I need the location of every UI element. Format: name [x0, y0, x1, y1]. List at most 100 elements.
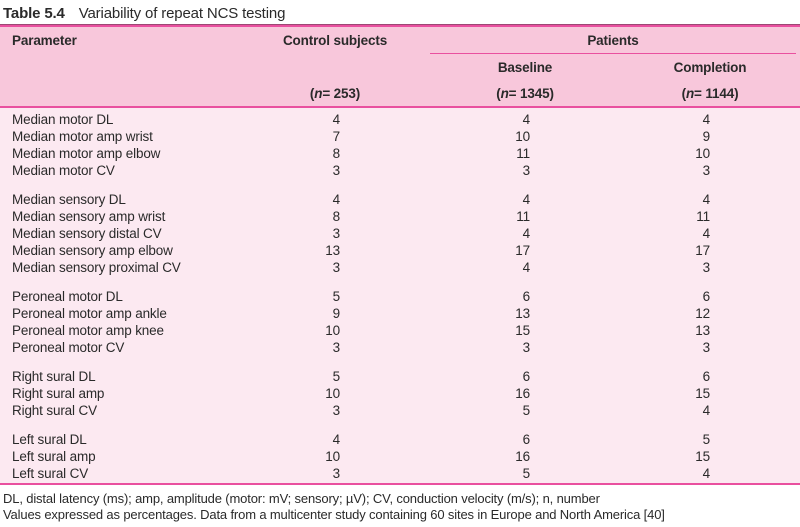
control-value: 4 — [332, 112, 341, 127]
table-row: Median motor CV 3 3 3 — [0, 162, 800, 179]
baseline-value: 16 — [515, 386, 530, 401]
table-row: Median motor amp wrist 7 10 9 — [0, 128, 800, 145]
completion-value: 12 — [695, 306, 710, 321]
control-value: 3 — [332, 163, 341, 178]
control-value: 5 — [332, 369, 341, 384]
baseline-value: 3 — [522, 163, 531, 178]
completion-value: 4 — [702, 226, 711, 241]
control-value: 13 — [325, 243, 340, 258]
control-value: 3 — [332, 340, 341, 355]
top-rule — [0, 25, 800, 27]
parameter-cell: Right sural amp — [12, 386, 105, 401]
completion-value: 3 — [702, 340, 711, 355]
baseline-value: 11 — [516, 209, 530, 224]
row-group: Left sural DL 4 6 5 Left sural amp 10 16 15 Left… — [0, 431, 800, 482]
parameter-cell: Median motor amp wrist — [12, 129, 153, 144]
baseline-value: 5 — [522, 403, 531, 418]
baseline-value: 4 — [522, 260, 531, 275]
table-row: Left sural CV 3 5 4 — [0, 465, 800, 482]
table-row: Right sural CV 3 5 4 — [0, 402, 800, 419]
completion-value: 3 — [702, 163, 711, 178]
completion-value: 5 — [702, 432, 711, 447]
baseline-value: 15 — [515, 323, 530, 338]
table-row: Left sural DL 4 6 5 — [0, 431, 800, 448]
control-value: 3 — [332, 226, 341, 241]
table-number: Table 5.4 — [3, 5, 65, 22]
control-value: 7 — [332, 129, 341, 144]
completion-value: 15 — [695, 449, 710, 464]
control-value: 3 — [332, 466, 341, 481]
row-group: Peroneal motor DL 5 6 6 Peroneal motor amp a… — [0, 288, 800, 356]
parameter-cell: Median motor DL — [12, 112, 114, 127]
table-row: Right sural DL 5 6 6 — [0, 368, 800, 385]
parameter-cell: Peroneal motor DL — [12, 289, 123, 304]
control-value: 3 — [332, 403, 341, 418]
table-row: Median sensory amp elbow 13 17 17 — [0, 242, 800, 259]
parameter-cell: Right sural DL — [12, 369, 96, 384]
table-row: Peroneal motor amp ankle 9 13 12 — [0, 305, 800, 322]
completion-value: 13 — [695, 323, 710, 338]
table-footnotes: DL, distal latency (ms); amp, amplitude … — [0, 485, 800, 522]
bottom-rule — [0, 483, 800, 485]
parameter-cell: Left sural DL — [12, 432, 87, 447]
header-body-rule — [0, 106, 800, 108]
parameter-cell: Peroneal motor amp knee — [12, 323, 164, 338]
control-value: 4 — [332, 192, 341, 207]
footnote-abbreviations: DL, distal latency (ms); amp, amplitude … — [3, 491, 600, 506]
completion-value: 10 — [695, 146, 710, 161]
column-header-parameter: Parameter — [12, 33, 77, 48]
parameter-cell: Median sensory DL — [12, 192, 126, 207]
completion-value: 11 — [696, 209, 710, 224]
baseline-value: 4 — [522, 192, 531, 207]
table-row: Peroneal motor DL 5 6 6 — [0, 288, 800, 305]
completion-value: 4 — [702, 192, 711, 207]
control-value: 5 — [332, 289, 341, 304]
footnote-source: Values expressed as percentages. Data fr… — [3, 506, 665, 522]
control-value: 8 — [332, 209, 341, 224]
table-row: Right sural amp 10 16 15 — [0, 385, 800, 402]
table-row: Median sensory proximal CV 3 4 3 — [0, 259, 800, 276]
completion-value: 4 — [702, 112, 711, 127]
column-header-patients: Patients — [430, 27, 796, 54]
completion-value: 15 — [695, 386, 710, 401]
baseline-value: 6 — [522, 432, 531, 447]
baseline-value: 16 — [515, 449, 530, 464]
n-count-completion: (n = 1144) — [681, 85, 739, 101]
completion-value: 3 — [702, 260, 711, 275]
completion-value: 6 — [702, 289, 711, 304]
control-value: 4 — [332, 432, 341, 447]
n-count-control: (n = 253) — [309, 85, 361, 101]
parameter-cell: Median sensory proximal CV — [12, 260, 181, 275]
table-title: Variability of repeat NCS testing — [78, 5, 286, 22]
baseline-value: 11 — [516, 146, 530, 161]
parameter-cell: Peroneal motor CV — [12, 340, 125, 355]
table-row: Median sensory DL 4 4 4 — [0, 191, 800, 208]
baseline-value: 5 — [522, 466, 531, 481]
table-row: Median sensory amp wrist 8 11 11 — [0, 208, 800, 225]
n-count-baseline: (n = 1345) — [496, 85, 554, 101]
parameter-cell: Median motor amp elbow — [12, 146, 161, 161]
parameter-cell: Left sural CV — [12, 466, 89, 481]
top-rule-dark-edge — [0, 24, 800, 25]
parameter-cell: Median sensory amp elbow — [12, 243, 173, 258]
baseline-value: 17 — [515, 243, 530, 258]
row-group: Right sural DL 5 6 6 Right sural amp 10 16 15 Ri… — [0, 368, 800, 419]
column-header-control-subjects: Control subjects — [282, 33, 388, 48]
baseline-value: 13 — [515, 306, 530, 321]
table-row: Left sural amp 10 16 15 — [0, 448, 800, 465]
completion-value: 4 — [702, 466, 711, 481]
control-value: 10 — [325, 449, 340, 464]
completion-value: 9 — [702, 129, 711, 144]
control-value: 3 — [332, 260, 341, 275]
parameter-cell: Left sural amp — [12, 449, 96, 464]
table-body: Median motor DL 4 4 4 Median motor amp wrist… — [0, 108, 800, 483]
baseline-value: 10 — [515, 129, 530, 144]
baseline-value: 4 — [522, 226, 531, 241]
control-value: 9 — [332, 306, 341, 321]
completion-value: 6 — [702, 369, 711, 384]
table-row: Median motor amp elbow 8 11 10 — [0, 145, 800, 162]
parameter-cell: Median sensory distal CV — [12, 226, 162, 241]
row-group: Median motor DL 4 4 4 Median motor amp wrist… — [0, 111, 800, 179]
table-header: Parameter Control subjects Patients Base… — [0, 27, 800, 106]
